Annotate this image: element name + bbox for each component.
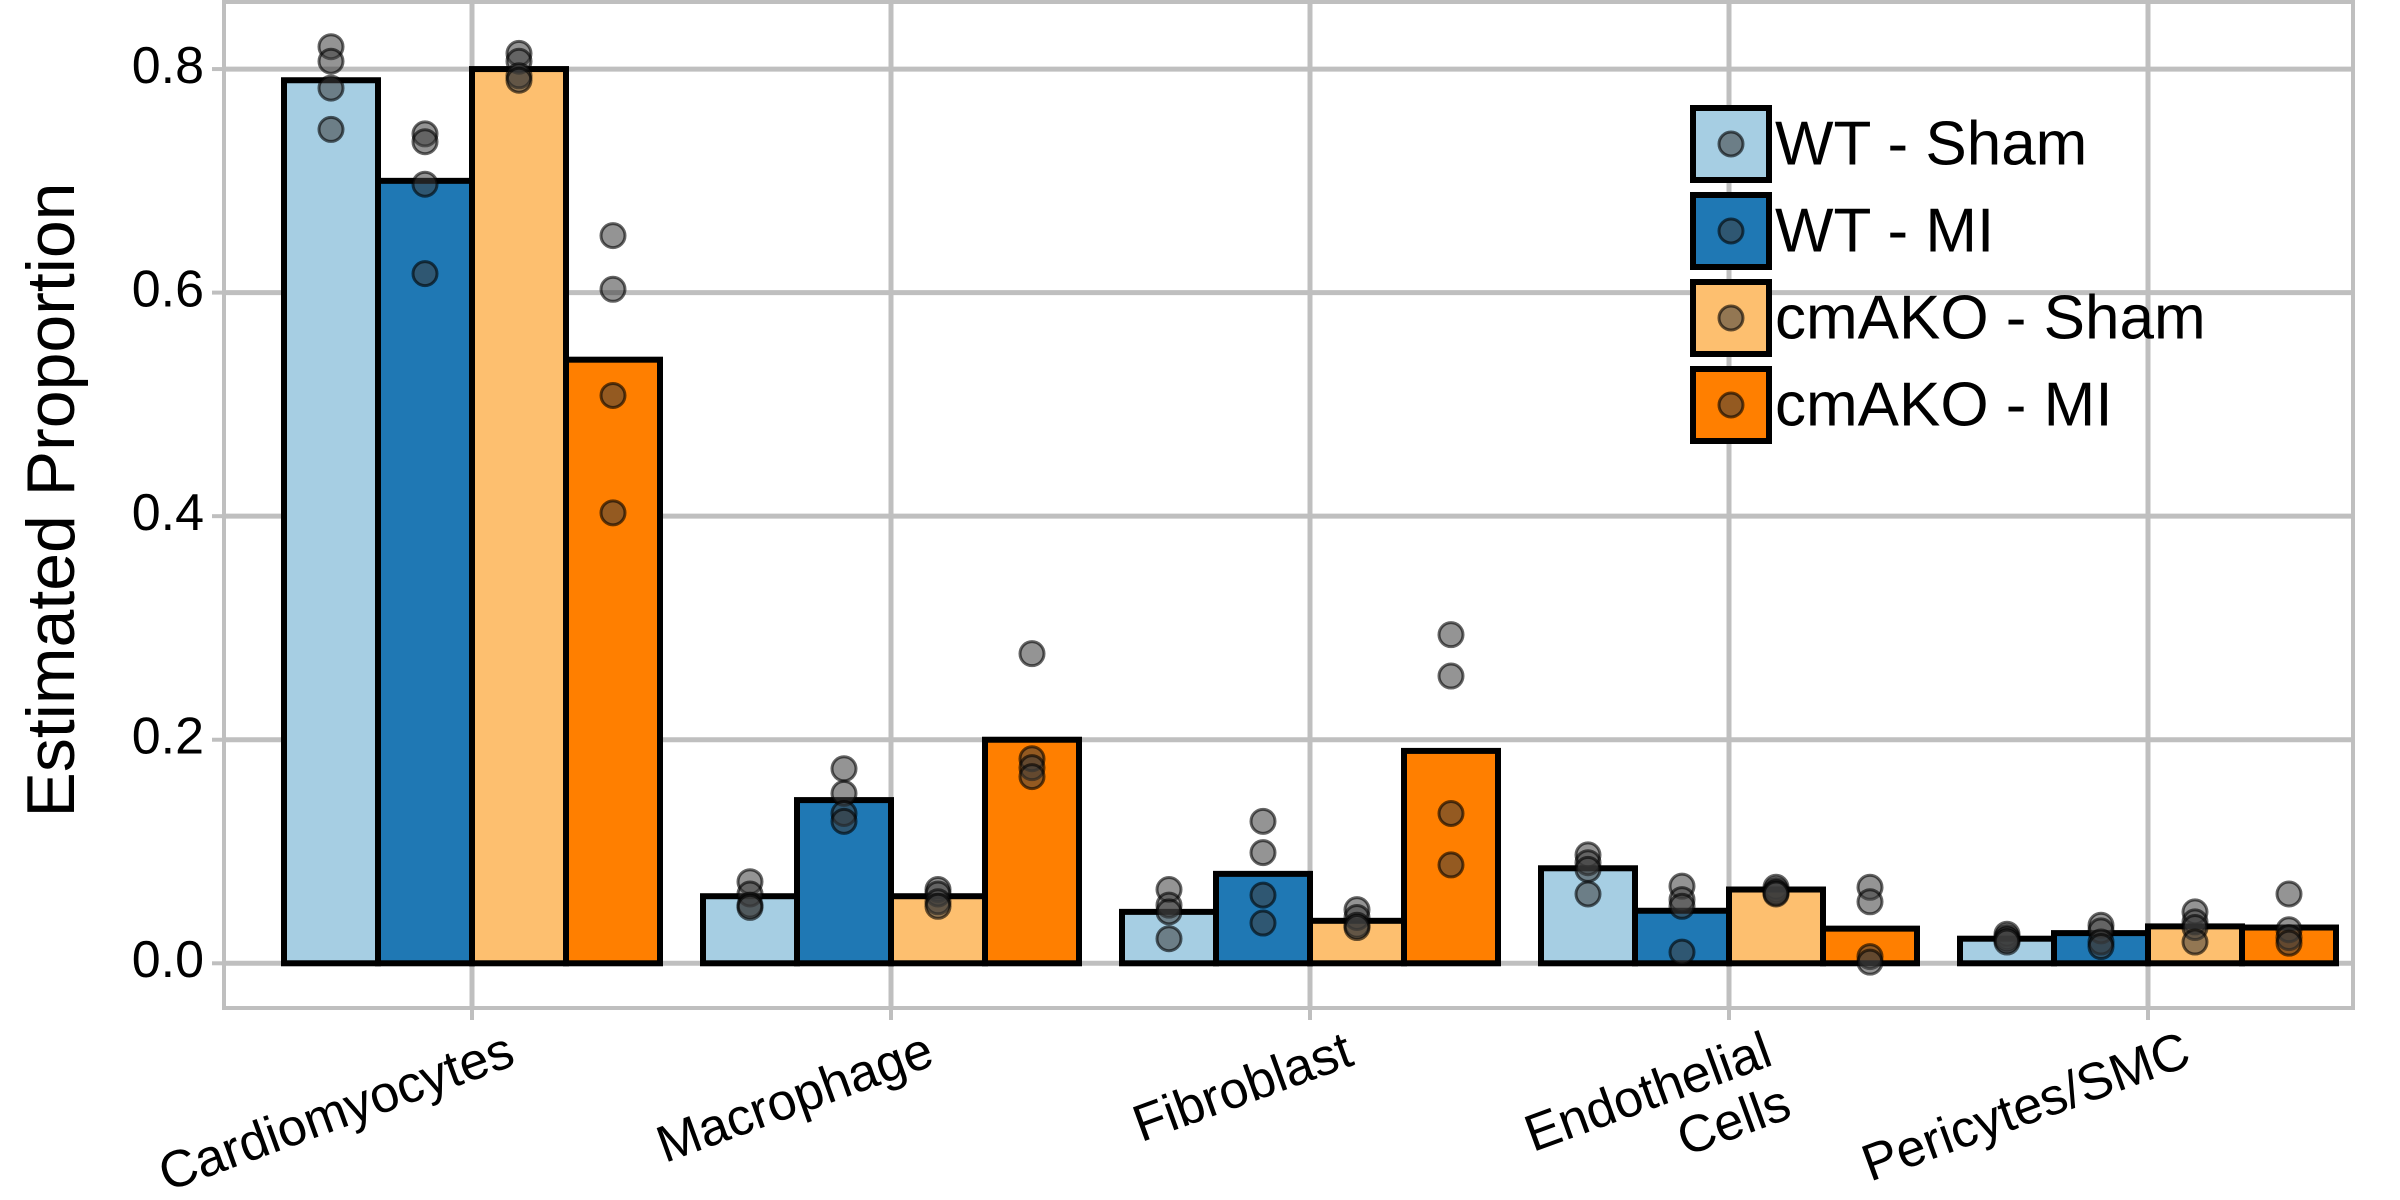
data-point bbox=[1249, 839, 1277, 867]
data-point bbox=[599, 381, 627, 409]
data-point bbox=[924, 892, 952, 920]
plot-frame bbox=[222, 0, 2355, 1010]
y-tick-label: 0.4 bbox=[132, 484, 204, 542]
data-point bbox=[1018, 640, 1046, 668]
data-point bbox=[411, 170, 439, 198]
data-point bbox=[1249, 881, 1277, 909]
data-point bbox=[411, 128, 439, 156]
data-point bbox=[830, 755, 858, 783]
bar bbox=[281, 77, 381, 967]
data-point bbox=[1437, 800, 1465, 828]
data-point bbox=[1574, 880, 1602, 908]
data-point bbox=[505, 66, 533, 94]
data-point bbox=[599, 499, 627, 527]
y-tick-label: 0.2 bbox=[132, 707, 204, 765]
legend-label: WT - MI bbox=[1775, 196, 1994, 265]
data-point bbox=[1249, 909, 1277, 937]
legend-label: cmAKO - Sham bbox=[1775, 283, 2206, 352]
legend-marker bbox=[1717, 391, 1745, 419]
data-point bbox=[736, 893, 764, 921]
data-point bbox=[1856, 948, 1884, 976]
legend-marker bbox=[1717, 130, 1745, 158]
legend-label: cmAKO - MI bbox=[1775, 370, 2113, 439]
bar bbox=[375, 177, 475, 967]
data-point bbox=[1762, 880, 1790, 908]
data-point bbox=[317, 115, 345, 143]
data-point bbox=[1343, 914, 1371, 942]
legend-marker bbox=[1717, 304, 1745, 332]
data-point bbox=[1668, 938, 1696, 966]
data-point bbox=[1437, 851, 1465, 879]
data-point bbox=[2275, 929, 2303, 957]
data-point bbox=[1856, 888, 1884, 916]
data-point bbox=[317, 47, 345, 75]
legend-label: WT - Sham bbox=[1775, 109, 2087, 178]
data-point bbox=[1668, 892, 1696, 920]
data-point bbox=[1155, 925, 1183, 953]
data-point bbox=[1437, 621, 1465, 649]
legend-marker bbox=[1717, 217, 1745, 245]
data-point bbox=[2087, 933, 2115, 961]
data-point bbox=[1155, 898, 1183, 926]
y-tick-label: 0.8 bbox=[132, 37, 204, 95]
data-point bbox=[599, 275, 627, 303]
data-point bbox=[1249, 807, 1277, 835]
data-point bbox=[1993, 928, 2021, 956]
data-point bbox=[2181, 928, 2209, 956]
legend-swatch bbox=[1690, 192, 1772, 270]
data-point bbox=[317, 74, 345, 102]
y-tick-label: 0.0 bbox=[132, 931, 204, 989]
data-point bbox=[411, 260, 439, 288]
data-point bbox=[830, 807, 858, 835]
data-point bbox=[1437, 662, 1465, 690]
data-point bbox=[1574, 855, 1602, 883]
data-point bbox=[2275, 880, 2303, 908]
bar bbox=[563, 356, 663, 967]
y-tick-label: 0.6 bbox=[132, 260, 204, 318]
data-point bbox=[599, 222, 627, 250]
y-axis-label: Estimated Proportion bbox=[13, 183, 89, 818]
data-point bbox=[1018, 763, 1046, 791]
bar bbox=[469, 66, 569, 967]
